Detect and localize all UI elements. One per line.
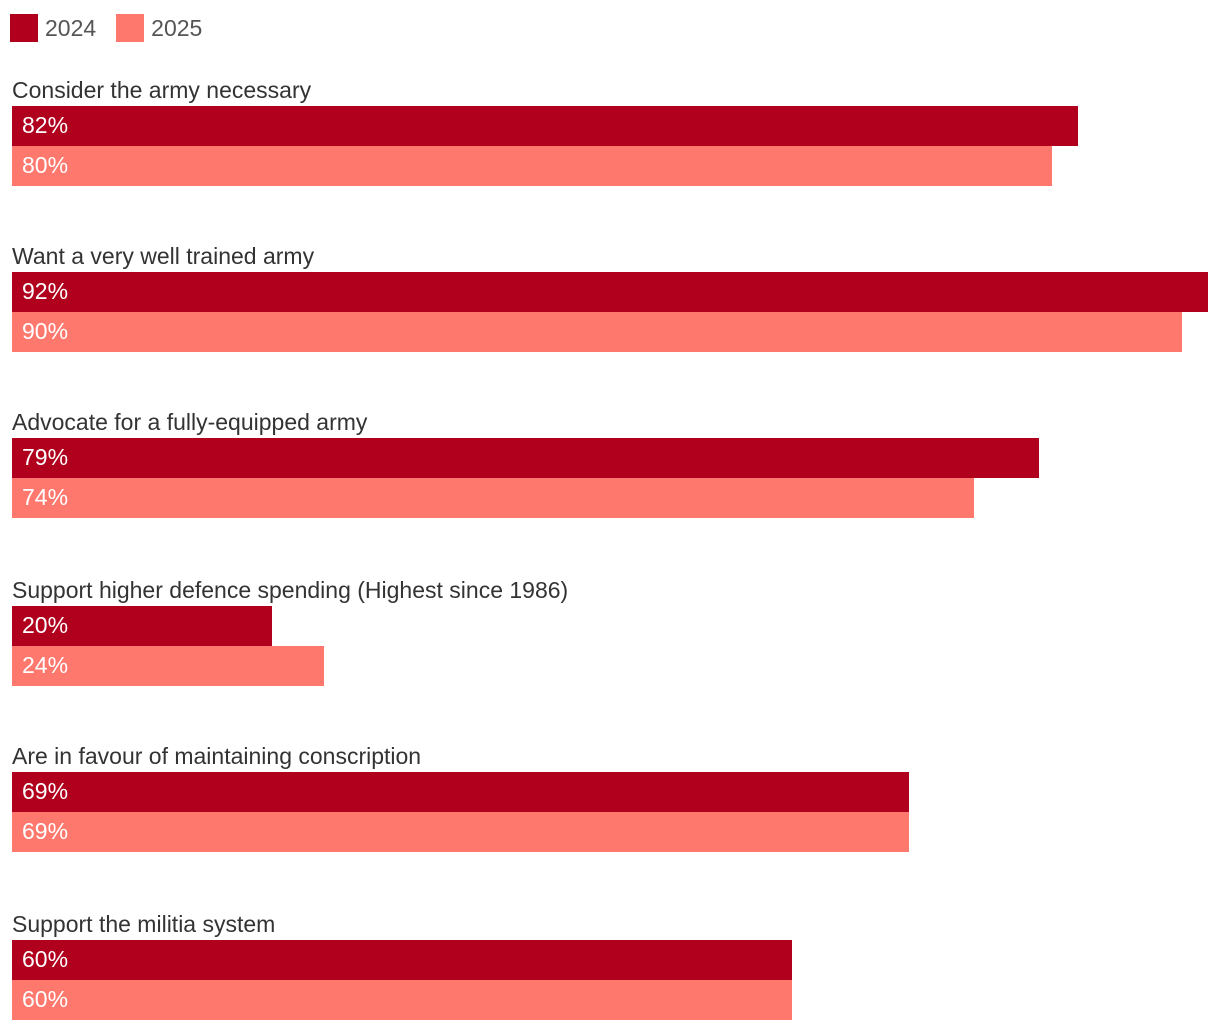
- data-label-2024: 79%: [22, 444, 68, 470]
- legend-label-2025: 2025: [151, 15, 203, 41]
- category-label: Consider the army necessary: [12, 77, 312, 103]
- bar-2025: [12, 812, 909, 852]
- legend-swatch-2024: [10, 14, 38, 42]
- category-label: Are in favour of maintaining conscriptio…: [12, 743, 421, 769]
- data-label-2024: 92%: [22, 278, 68, 304]
- bar-2024: [12, 106, 1078, 146]
- bar-2025: [12, 478, 974, 518]
- bar-2024: [12, 272, 1208, 312]
- category-label: Want a very well trained army: [12, 243, 315, 269]
- bar-2025: [12, 980, 792, 1020]
- bar-2024: [12, 772, 909, 812]
- data-label-2025: 80%: [22, 152, 68, 178]
- legend-item-2025: 2025: [116, 14, 202, 42]
- data-label-2025: 69%: [22, 818, 68, 844]
- data-label-2025: 74%: [22, 484, 68, 510]
- data-label-2024: 69%: [22, 778, 68, 804]
- category-label: Support the militia system: [12, 911, 275, 937]
- category-label: Advocate for a fully-equipped army: [12, 409, 368, 435]
- data-label-2024: 82%: [22, 112, 68, 138]
- legend-label-2024: 2024: [45, 15, 97, 41]
- data-label-2025: 60%: [22, 986, 68, 1012]
- data-label-2024: 60%: [22, 946, 68, 972]
- bar-2024: [12, 438, 1039, 478]
- legend: 2024 2025: [10, 14, 222, 42]
- legend-item-2024: 2024: [10, 14, 96, 42]
- bar-2024: [12, 940, 792, 980]
- category-label: Support higher defence spending (Highest…: [12, 577, 568, 603]
- bar-2025: [12, 146, 1052, 186]
- data-label-2024: 20%: [22, 612, 68, 638]
- data-label-2025: 24%: [22, 652, 68, 678]
- legend-swatch-2025: [116, 14, 145, 42]
- data-label-2025: 90%: [22, 318, 68, 344]
- bar-2025: [12, 646, 324, 686]
- bar-2024: [12, 606, 272, 646]
- bar-2025: [12, 312, 1182, 352]
